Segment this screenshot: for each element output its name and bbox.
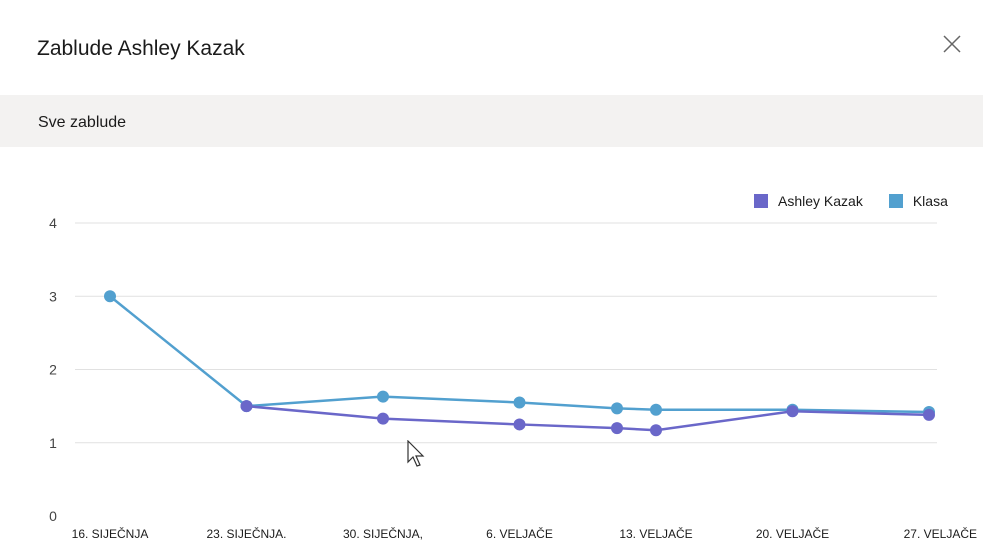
data-point[interactable] bbox=[377, 412, 389, 425]
y-tick-label: 2 bbox=[49, 362, 57, 378]
close-icon bbox=[943, 35, 961, 53]
series-student bbox=[240, 400, 935, 437]
x-tick-label: 16. SIJEČNJA bbox=[72, 526, 149, 541]
legend-label: Ashley Kazak bbox=[778, 193, 863, 209]
x-tick-label: 23. SIJEČNJA. bbox=[206, 526, 286, 541]
series-class bbox=[104, 290, 935, 418]
legend-swatch bbox=[888, 194, 903, 208]
data-point[interactable] bbox=[923, 408, 935, 421]
y-axis-ticks: 0 1 2 3 4 bbox=[49, 215, 57, 524]
x-tick-label: 20. VELJAČE bbox=[756, 526, 829, 541]
filter-label: Sve zablude bbox=[38, 114, 127, 131]
legend-item[interactable]: Klasa bbox=[888, 193, 948, 209]
y-tick-label: 1 bbox=[49, 435, 57, 451]
data-point[interactable] bbox=[611, 422, 623, 435]
x-tick-label: 6. VELJAČE bbox=[486, 526, 553, 541]
data-point[interactable] bbox=[650, 403, 662, 416]
data-point[interactable] bbox=[786, 405, 799, 418]
data-point[interactable] bbox=[104, 290, 116, 303]
x-tick-label: 30. SIJEČNJA, bbox=[343, 526, 423, 541]
dialog-header: Zablude Ashley Kazak bbox=[0, 0, 983, 95]
y-tick-label: 4 bbox=[49, 215, 57, 231]
filter-bar: Sve zablude bbox=[0, 95, 983, 147]
legend-item[interactable]: Ashley Kazak bbox=[754, 193, 863, 209]
y-tick-label: 3 bbox=[49, 288, 57, 304]
grid-lines bbox=[75, 222, 937, 444]
x-axis-ticks: 16. SIJEČNJA 23. SIJEČNJA. 30. SIJEČNJA, 6.… bbox=[72, 526, 977, 541]
legend-swatch bbox=[754, 194, 768, 208]
mouse-cursor-icon bbox=[407, 440, 425, 467]
series-lines bbox=[104, 290, 935, 437]
data-point[interactable] bbox=[650, 424, 662, 437]
y-tick-label: 0 bbox=[49, 508, 57, 524]
dialog-title: Zablude Ashley Kazak bbox=[37, 37, 245, 60]
legend-label: Klasa bbox=[912, 193, 948, 209]
x-tick-label: 27. VELJAČE bbox=[904, 526, 977, 541]
data-point[interactable] bbox=[513, 396, 526, 409]
chart-legend: Ashley Kazak Klasa bbox=[754, 191, 948, 211]
series-line bbox=[109, 295, 930, 414]
data-point[interactable] bbox=[513, 418, 526, 431]
x-tick-label: 13. VELJAČE bbox=[619, 526, 692, 541]
data-point[interactable] bbox=[240, 400, 253, 413]
close-button[interactable] bbox=[938, 30, 966, 58]
data-point[interactable] bbox=[377, 390, 389, 403]
data-point[interactable] bbox=[611, 402, 623, 415]
